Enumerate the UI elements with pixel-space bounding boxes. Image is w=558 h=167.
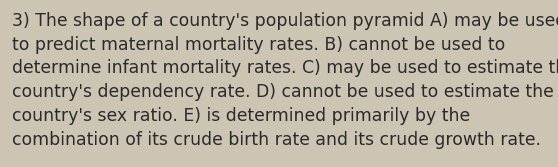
Text: 3) The shape of a country's population pyramid A) may be used
to predict materna: 3) The shape of a country's population p… xyxy=(12,12,558,149)
